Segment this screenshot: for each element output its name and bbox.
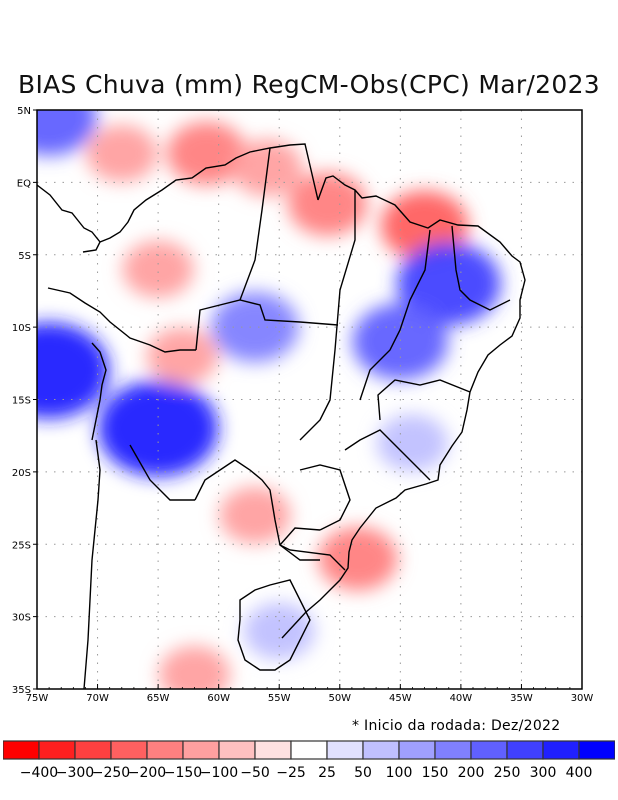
colorbar-label: 200 [458,765,485,781]
colorbar-swatch [146,740,184,760]
coastline-north [37,175,526,639]
x-tick-label: 75W [26,693,49,704]
colorbar-swatch [290,740,328,760]
bias-region [219,486,291,544]
bias-region [158,646,231,689]
colorbar-label: −50 [240,765,270,781]
colorbar-label: −400 [20,765,58,781]
bias-region [211,292,299,363]
x-tick-label: 30W [571,693,594,704]
bias-region [146,327,218,385]
x-tick-label: 40W [450,693,473,704]
y-tick-label: 35S [12,685,31,696]
footnote: * Inicio da rodada: Dez/2022 [352,718,561,734]
bias-region [37,110,97,156]
bias-region [318,526,398,591]
colorbar-label: 150 [422,765,449,781]
x-tick-label: 55W [268,693,291,704]
colorbar-label: −250 [92,765,130,781]
map-plot: 75W 70W 65W 60W 55W 50W 45W 40W 35W 30W 5N EQ 5S 10S… [12,106,594,704]
bias-region [396,242,501,326]
colorbar-label: −200 [128,765,166,781]
y-tick-label: 20S [12,468,31,479]
bias-region [98,380,219,477]
colorbar-swatch [434,740,472,760]
y-tick-label: 5N [17,106,31,117]
colorbar-swatch [254,740,292,760]
uruguay-border [237,579,311,671]
y-tick-label: 15S [12,396,31,407]
colorbar-label: −300 [56,765,94,781]
gridlines [37,110,582,689]
colorbar-label: 250 [494,765,521,781]
colorbar-swatch [3,740,40,760]
state-border-3 [359,229,431,401]
colorbar-swatch [38,740,76,760]
bolivia-brazil-border [195,299,339,351]
colorbar-swatch [542,740,580,760]
state-border-2 [299,190,356,441]
state-border-4 [451,225,511,311]
colorbar-swatch [362,740,400,760]
argentina-chile-border [83,439,101,689]
parana-border [299,464,351,531]
colorbar-label: −150 [164,765,202,781]
bias-region [86,124,158,182]
colorbar-label: −25 [276,765,306,781]
bias-region [352,303,449,380]
bias-region [287,172,368,236]
colorbar-label: 300 [530,765,557,781]
brazil-west-border [99,143,319,243]
colorbar-swatch [74,740,112,760]
bias-field [37,110,582,689]
x-tick-label: 45W [389,693,412,704]
colorbar-swatch [506,740,544,760]
colorbar-label: 50 [354,765,372,781]
colorbar-label: 25 [318,765,336,781]
colorbar-label: 100 [386,765,413,781]
colorbar-swatch [578,740,615,760]
x-tick-label: 65W [147,693,170,704]
x-tick-label: 50W [328,693,351,704]
country-state-borders [37,143,526,689]
colorbar: −400−300−250−200−150−100 −50 −25 25 50 100 150… [3,740,615,781]
y-tick-label: 30S [12,613,31,624]
bahia-border [377,379,471,421]
bias-region [37,322,110,419]
state-border-south [279,527,346,571]
x-tick-label: 35W [510,693,533,704]
bias-region [166,121,247,186]
border-west-amazon [47,287,196,353]
colorbar-label: 400 [566,765,593,781]
x-axis: 75W 70W 65W 60W 55W 50W 45W 40W 35W 30W [26,684,594,704]
bias-region [376,414,449,472]
x-tick-label: 60W [207,693,230,704]
colorbar-swatch [326,740,364,760]
colorbar-swatch [110,740,148,760]
x-tick-label: 70W [86,693,109,704]
colorbar-swatch [218,740,256,760]
bolivia-paraguay-border [129,444,195,501]
peru-bolivia-border [91,342,107,441]
colorbar-swatch [470,740,508,760]
y-axis: 5N EQ 5S 10S 15S 20S 25S 30S 35S [12,106,37,696]
y-tick-label: 5S [18,251,31,262]
minas-border [344,429,431,481]
y-tick-label: 10S [12,323,31,334]
y-tick-label: EQ [17,178,31,189]
y-tick-label: 25S [12,540,31,551]
paraguay-border [194,459,320,561]
colorbar-swatch [398,740,436,760]
colorbar-swatch [182,740,220,760]
state-border-1 [239,147,271,301]
colorbar-label: −100 [200,765,238,781]
chart-title: BIAS Chuva (mm) RegCM-Obs(CPC) Mar/2023 [18,70,600,99]
